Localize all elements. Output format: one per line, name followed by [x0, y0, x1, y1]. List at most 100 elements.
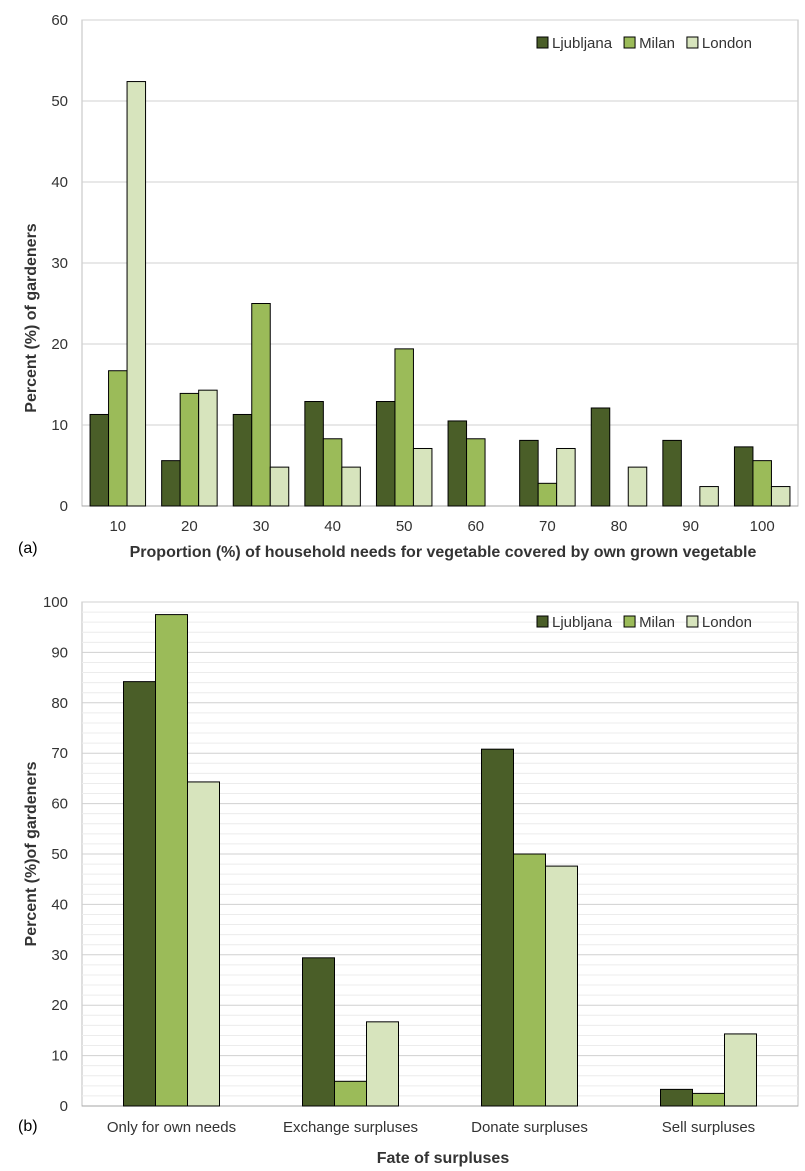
- bar: [699, 486, 719, 507]
- y-tick-label: 10: [51, 417, 68, 434]
- legend-label: Milan: [639, 35, 675, 52]
- legend-swatch: [623, 615, 636, 628]
- bar: [251, 303, 271, 507]
- bar: [752, 460, 772, 507]
- bar: [394, 348, 414, 507]
- y-tick-labels-a: 0 10 20 30 40 50 60: [51, 12, 68, 515]
- legend-label: Ljubljana: [552, 35, 613, 52]
- panel-label-b: (b): [18, 1118, 38, 1135]
- x-tick-label: 100: [750, 518, 775, 535]
- x-tick-label: 80: [611, 518, 628, 535]
- y-tick-label: 50: [51, 846, 68, 863]
- y-tick-label: 40: [51, 174, 68, 191]
- bar: [123, 681, 156, 1107]
- legend-swatch: [686, 615, 699, 628]
- legend-label: London: [702, 35, 752, 52]
- bar: [334, 1080, 367, 1107]
- bar: [513, 853, 546, 1107]
- legend-swatch: [536, 36, 549, 49]
- bar: [590, 407, 611, 507]
- bar: [89, 413, 110, 507]
- bar: [232, 413, 253, 507]
- bar: [692, 1092, 725, 1107]
- y-tick-label: 90: [51, 644, 68, 661]
- bars-b: [123, 614, 757, 1107]
- y-tick-label: 0: [60, 1098, 68, 1115]
- y-tick-label: 40: [51, 896, 68, 913]
- legend-a: Ljubljana Milan London: [536, 35, 752, 52]
- x-tick-label: 60: [467, 518, 484, 535]
- x-tick-labels-a: 10 20 30 40 50 60 70 80 90 100: [109, 518, 774, 535]
- x-tick-label: 20: [181, 518, 198, 535]
- y-tick-label: 20: [51, 997, 68, 1014]
- bar: [302, 957, 335, 1107]
- bar: [155, 614, 188, 1107]
- bar: [733, 446, 754, 507]
- y-tick-label: 60: [51, 12, 68, 29]
- x-tick-label: 10: [109, 518, 126, 535]
- bar: [179, 392, 200, 507]
- bar: [375, 401, 396, 507]
- y-tick-label: 50: [51, 93, 68, 110]
- legend-b: Ljubljana Milan London: [536, 614, 752, 631]
- bar: [341, 466, 361, 507]
- x-tick-label: 50: [396, 518, 413, 535]
- legend-label: Ljubljana: [552, 614, 613, 631]
- bar: [724, 1033, 757, 1107]
- legend-label: London: [702, 614, 752, 631]
- y-axis-title-a: Percent (%) of gardeners: [23, 223, 40, 412]
- y-tick-label: 30: [51, 947, 68, 964]
- y-tick-label: 80: [51, 695, 68, 712]
- x-tick-label: Exchange surpluses: [283, 1119, 418, 1136]
- x-tick-label: 70: [539, 518, 556, 535]
- bar: [108, 370, 128, 507]
- bar: [269, 466, 290, 507]
- y-tick-label: 10: [51, 1048, 68, 1065]
- y-tick-label: 20: [51, 336, 68, 353]
- legend-swatch: [623, 36, 636, 49]
- bar: [412, 447, 433, 507]
- y-tick-label: 30: [51, 255, 68, 272]
- bar: [304, 401, 324, 507]
- legend-label: Milan: [639, 614, 675, 631]
- bar: [770, 486, 791, 507]
- y-tick-labels-b: 0 10 20 30 40 50 60 70 80 90 100: [43, 594, 68, 1115]
- bar: [662, 439, 682, 507]
- y-tick-label: 100: [43, 594, 68, 611]
- bar: [545, 865, 578, 1107]
- bar: [627, 466, 648, 507]
- x-tick-label: Sell surpluses: [662, 1119, 755, 1136]
- bar: [556, 447, 576, 507]
- x-tick-labels-b: Only for own needs Exchange surpluses Dona…: [107, 1119, 755, 1136]
- x-tick-label: 40: [324, 518, 341, 535]
- bar: [466, 438, 486, 507]
- chart-panel-b: 0 10 20 30 40 50 60 70 80 90 100 Only for own need…: [18, 594, 799, 1167]
- bar: [366, 1021, 399, 1107]
- bar: [519, 439, 539, 507]
- x-tick-label: 30: [253, 518, 270, 535]
- bars-a: [89, 81, 791, 507]
- bar: [322, 438, 343, 507]
- gridlines-b: [82, 601, 798, 1107]
- bar: [481, 748, 514, 1107]
- x-tick-label: Donate surpluses: [471, 1119, 588, 1136]
- legend-swatch: [686, 36, 699, 49]
- x-axis-title-b: Fate of surpluses: [377, 1150, 510, 1167]
- bar: [660, 1088, 693, 1107]
- bar: [447, 420, 468, 507]
- bar: [187, 781, 220, 1107]
- chart-panel-a: 0 10 20 30 40 50 60 10 20 30 40 50 60 70 80 90 100 Ljub…: [18, 12, 799, 561]
- y-tick-label: 70: [51, 745, 68, 762]
- y-axis-title-b: Percent (%)of gardeners: [23, 761, 40, 946]
- bar: [537, 482, 558, 507]
- x-axis-title-a: Proportion (%) of household needs for ve…: [130, 544, 757, 561]
- legend-swatch: [536, 615, 549, 628]
- y-tick-label: 60: [51, 796, 68, 813]
- x-tick-label: Only for own needs: [107, 1119, 236, 1136]
- bar: [161, 460, 181, 507]
- bar: [198, 389, 218, 507]
- y-tick-label: 0: [60, 498, 68, 515]
- panel-label-a: (a): [18, 540, 38, 557]
- bar: [126, 81, 147, 507]
